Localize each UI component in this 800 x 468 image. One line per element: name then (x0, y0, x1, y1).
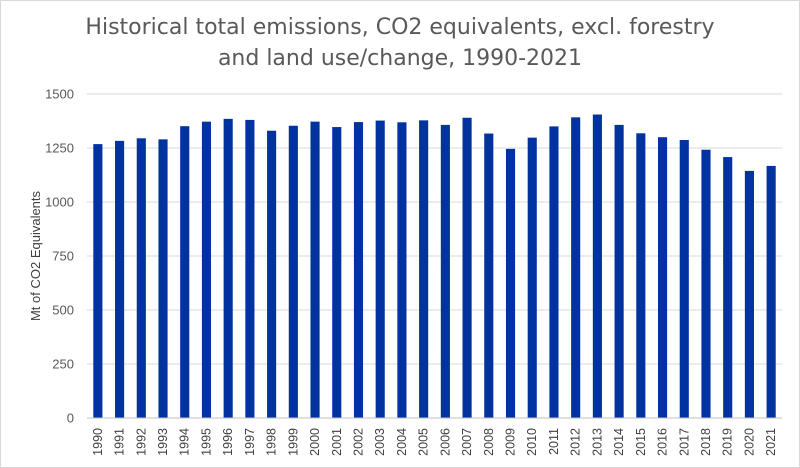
x-tick-label: 2009 (504, 428, 518, 456)
x-tick-label: 2011 (547, 428, 561, 455)
x-tick-label: 1998 (265, 428, 279, 456)
x-tick-label: 1999 (286, 428, 300, 456)
bar-1995 (201, 121, 212, 418)
bar-2020 (744, 170, 754, 418)
bar-2009 (505, 148, 516, 418)
x-tick-label: 2016 (656, 428, 670, 456)
bar-2005 (419, 120, 429, 419)
y-tick-label: 1000 (45, 195, 74, 210)
x-tick-label: 1990 (91, 428, 105, 456)
bar-2011 (549, 126, 559, 419)
x-tick-label: 1993 (156, 428, 170, 456)
x-tick-label: 2019 (721, 428, 735, 456)
y-tick-label: 500 (52, 303, 74, 318)
bar-1996 (223, 118, 233, 418)
bar-1990 (93, 144, 103, 418)
x-tick-label: 2007 (460, 428, 474, 456)
chart-title-line-2: and land use/change, 1990-2021 (217, 46, 583, 71)
bar-2017 (679, 140, 689, 418)
bar-2000 (310, 121, 320, 418)
chart-title: Historical total emissions, CO2 equivale… (0, 12, 800, 74)
x-tick-label: 2013 (590, 428, 604, 456)
x-tick-label: 2000 (308, 428, 322, 456)
x-tick-label: 2003 (373, 428, 387, 456)
x-tick-label: 2008 (482, 428, 496, 456)
y-tick-label: 1250 (45, 141, 74, 156)
bar-1999 (288, 125, 298, 418)
x-tick-label: 2021 (764, 428, 778, 456)
x-tick-label: 2001 (330, 428, 344, 456)
bar-2016 (657, 137, 668, 418)
y-tick-label: 0 (67, 411, 74, 426)
bar-1997 (245, 119, 255, 419)
x-tick-label: 1995 (199, 428, 213, 456)
y-tick-label: 1500 (45, 87, 74, 102)
bar-2007 (462, 117, 472, 418)
bar-1993 (158, 139, 168, 419)
bar-2006 (440, 124, 450, 418)
x-tick-label: 2010 (525, 428, 539, 456)
x-tick-label: 2020 (742, 428, 756, 456)
x-tick-label: 2006 (438, 428, 452, 456)
bar-2008 (484, 133, 494, 418)
x-tick-label: 1997 (243, 428, 257, 456)
x-tick-label: 1991 (113, 428, 127, 456)
y-axis-label: Mt of CO2 Equivalents (28, 190, 43, 321)
bar-1994 (180, 126, 190, 419)
bar-1998 (267, 130, 277, 418)
x-axis-ticks: 1990 1991 1992 1993 1994 1995 1996 1997 1998 1999… (91, 428, 778, 456)
y-tick-label: 250 (52, 357, 74, 372)
x-tick-label: 2004 (395, 428, 409, 456)
y-tick-label: 750 (52, 249, 74, 264)
x-tick-label: 2005 (417, 428, 431, 456)
x-tick-label: 2018 (699, 428, 713, 456)
bar-2019 (723, 157, 733, 418)
x-tick-label: 2002 (351, 428, 365, 456)
chart-title-line-1: Historical total emissions, CO2 equivale… (85, 15, 715, 40)
bar-2014 (614, 124, 624, 418)
x-tick-label: 2017 (677, 428, 691, 456)
bar-2018 (701, 149, 711, 418)
bar-2003 (375, 120, 385, 419)
bar-2010 (527, 137, 537, 418)
x-tick-label: 2014 (612, 428, 626, 456)
bar-2004 (397, 122, 407, 419)
y-axis-ticks: 0 250 500 750 1000 1250 1500 (45, 87, 74, 426)
x-tick-label: 2012 (569, 428, 583, 456)
bar-2021 (766, 165, 776, 418)
bar-2001 (332, 127, 342, 418)
bar-1992 (136, 138, 146, 418)
bars (93, 114, 776, 419)
bar-1991 (115, 140, 125, 418)
x-tick-label: 1994 (178, 428, 192, 456)
x-tick-label: 1996 (221, 428, 235, 456)
bar-2015 (636, 133, 646, 418)
bar-2012 (571, 117, 581, 418)
bar-2002 (353, 122, 364, 418)
x-tick-label: 1992 (134, 428, 148, 456)
x-tick-label: 2015 (634, 428, 648, 456)
bar-2013 (592, 114, 602, 419)
gridlines (87, 93, 782, 365)
